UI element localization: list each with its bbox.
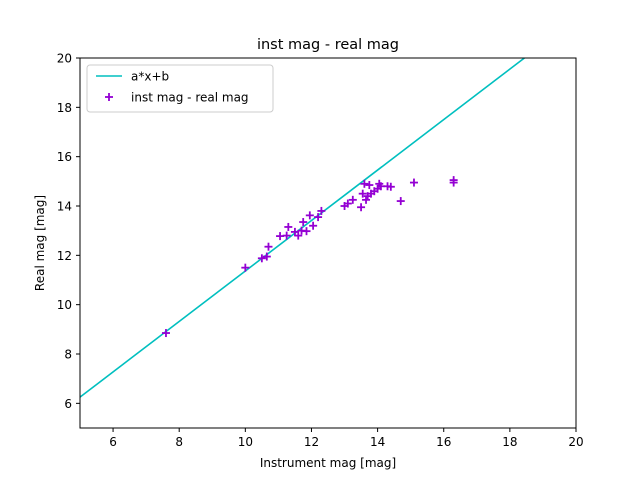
x-axis: 6 8 10 12 14 16 18 20 (109, 428, 584, 449)
data-point (294, 231, 303, 240)
legend-plus-marker (105, 93, 113, 101)
y-axis-label: Real mag [mag] (33, 195, 47, 291)
x-tick-label: 14 (370, 435, 385, 449)
x-tick-label: 6 (109, 435, 117, 449)
legend-box (86, 64, 274, 113)
data-point (409, 178, 418, 187)
data-point (317, 206, 326, 215)
data-point (396, 197, 405, 206)
y-tick-label: 20 (57, 52, 72, 66)
data-point (365, 181, 374, 190)
y-tick-label: 8 (64, 348, 72, 362)
x-tick-label: 8 (175, 435, 183, 449)
x-tick-label: 10 (238, 435, 253, 449)
y-tick-label: 12 (57, 249, 72, 263)
data-point (305, 211, 314, 220)
data-point (257, 254, 266, 263)
data-point (449, 176, 458, 185)
x-tick-label: 16 (436, 435, 451, 449)
data-point (299, 218, 308, 227)
y-tick-label: 16 (57, 150, 72, 164)
data-point (362, 195, 371, 204)
data-point (348, 195, 357, 204)
data-point (357, 203, 366, 212)
chart-title: inst mag - real mag (257, 37, 399, 53)
data-point (302, 227, 311, 236)
y-tick-label: 18 (57, 101, 72, 115)
x-tick-label: 18 (502, 435, 517, 449)
y-tick-label: 10 (57, 298, 72, 312)
data-point (262, 252, 271, 261)
legend-marker-swatch (105, 93, 113, 101)
data-point (264, 242, 273, 251)
plot-frame (79, 57, 577, 429)
y-tick-label: 6 (64, 397, 72, 411)
data-point (282, 231, 291, 240)
x-tick-label: 20 (568, 435, 583, 449)
data-point (343, 199, 352, 208)
data-point (241, 263, 250, 272)
legend-label-fit: a*x+b (131, 70, 169, 84)
data-point (284, 222, 293, 231)
y-axis: 6 8 10 12 14 16 18 20 (57, 52, 80, 411)
data-point (358, 189, 367, 198)
x-axis-label: Instrument mag [mag] (260, 456, 396, 470)
data-point (386, 182, 395, 191)
plot-area (79, 57, 577, 429)
data-point (161, 329, 170, 338)
data-point (360, 179, 369, 188)
scatter-points-layer (161, 176, 458, 338)
legend: a*x+b inst mag - real mag (86, 64, 274, 113)
x-tick-label: 12 (304, 435, 319, 449)
legend-label-scatter: inst mag - real mag (131, 91, 249, 105)
data-point (309, 221, 318, 230)
data-point (314, 213, 323, 222)
y-tick-label: 14 (57, 200, 72, 214)
